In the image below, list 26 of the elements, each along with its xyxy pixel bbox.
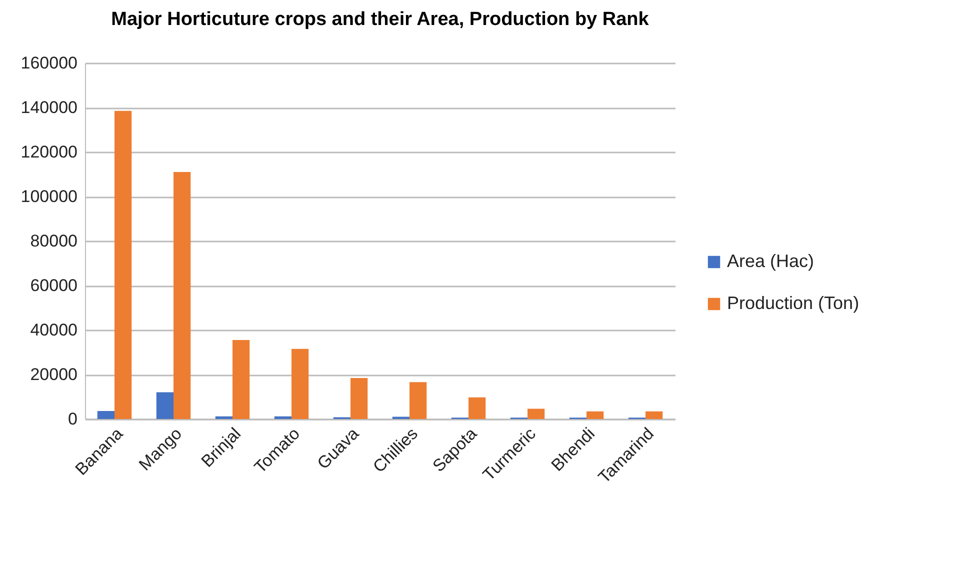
y-tick-label: 160000: [20, 54, 78, 72]
bar: [215, 416, 232, 419]
y-tick-label: 140000: [20, 98, 78, 117]
bar: [292, 348, 309, 419]
y-tick-label: 80000: [30, 232, 78, 250]
bar: [586, 411, 604, 419]
bar: [156, 392, 174, 419]
bar: [468, 397, 486, 419]
legend-label: Production (Ton): [727, 293, 860, 313]
bar: [528, 408, 545, 419]
y-tick-label: 20000: [30, 365, 78, 384]
bar: [97, 410, 114, 419]
bar: [646, 411, 663, 419]
y-tick-label: 120000: [20, 142, 78, 162]
bar: [232, 340, 250, 419]
y-tick-label: 40000: [30, 320, 78, 340]
y-tick-label: 100000: [20, 187, 78, 206]
bar: [114, 110, 132, 419]
y-tick-label: 60000: [30, 276, 78, 295]
bar: [350, 378, 368, 419]
y-tick-label: 0: [68, 410, 78, 428]
bar: [174, 172, 191, 419]
bar: [274, 416, 292, 419]
legend-label: Area (Hac): [727, 251, 814, 271]
chart-title: Major Horticuture crops and their Area, Production by Rank: [111, 9, 650, 30]
bar: [410, 382, 427, 419]
